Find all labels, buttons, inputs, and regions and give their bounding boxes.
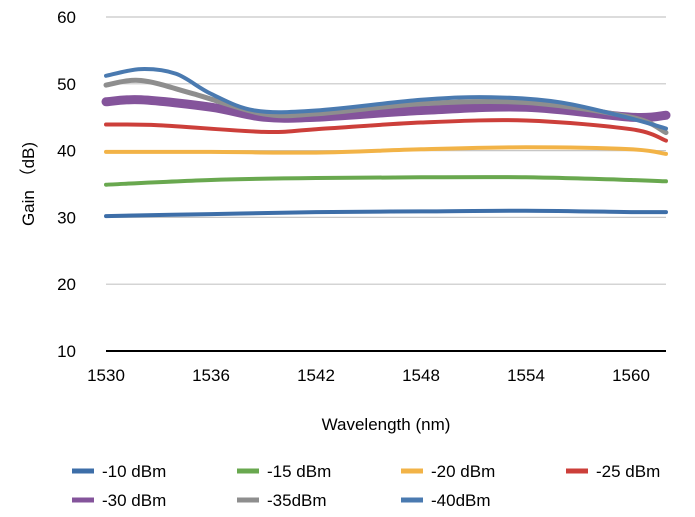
legend-label: -30 dBm (102, 491, 166, 510)
x-tick-label: 1536 (192, 366, 230, 385)
x-tick-label: 1554 (507, 366, 545, 385)
y-tick-label: 40 (57, 142, 76, 161)
x-tick-label: 1530 (87, 366, 125, 385)
series-lines (101, 67, 671, 219)
y-axis-label: Gain （dB) (19, 142, 38, 226)
x-tick-labels: 1530 1536 1542 1548 1554 1560 (87, 366, 650, 385)
y-tick-label: 50 (57, 75, 76, 94)
series-line (104, 67, 668, 131)
y-tick-label: 30 (57, 208, 76, 227)
y-tick-label: 60 (57, 8, 76, 27)
series-line (101, 95, 671, 123)
y-tick-label: 20 (57, 275, 76, 294)
x-tick-label: 1560 (612, 366, 650, 385)
x-tick-label: 1548 (402, 366, 440, 385)
legend-label: -10 dBm (102, 462, 166, 481)
legend-label: -40dBm (431, 491, 491, 510)
legend-label: -25 dBm (596, 462, 660, 481)
x-tick-label: 1542 (297, 366, 335, 385)
legend-label: -35dBm (267, 491, 327, 510)
series-line (104, 118, 668, 143)
legend: -10 dBm -15 dBm -20 dBm -25 dBm -30 dBm -35dB… (72, 462, 660, 510)
legend-label: -20 dBm (431, 462, 495, 481)
x-axis-label: Wavelength (nm) (322, 415, 451, 434)
series-line (104, 175, 668, 187)
y-tick-label: 10 (57, 342, 76, 361)
series-line (104, 208, 668, 219)
series-line (104, 145, 668, 156)
y-tick-labels: 10 20 30 40 50 60 (57, 8, 76, 361)
legend-label: -15 dBm (267, 462, 331, 481)
